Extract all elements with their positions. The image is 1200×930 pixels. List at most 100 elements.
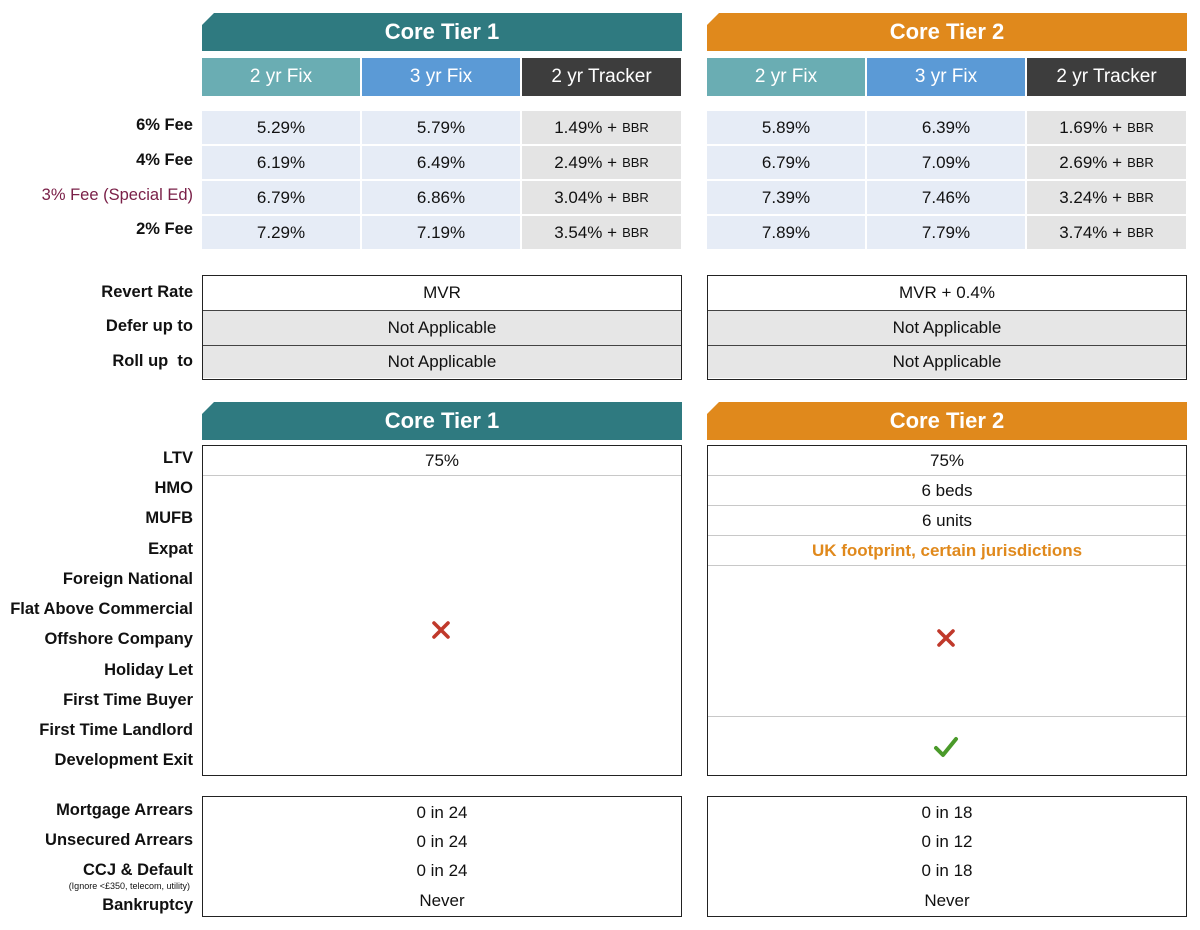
rate-cell-tracker: 2.49% + BBR — [522, 146, 681, 179]
tier1-ltv-value: 75% — [424, 450, 460, 470]
tracker-margin: 2.49% + — [554, 152, 618, 172]
bbr-suffix: BBR — [1127, 155, 1154, 170]
tier1-unsecured-arrears: 0 in 24 — [416, 832, 468, 851]
tier2-criteria-title: Core Tier 2 — [889, 408, 1005, 433]
bbr-suffix: BBR — [1127, 190, 1154, 205]
tier1-credit-box: 0 in 24 0 in 24 0 in 24 Never — [202, 796, 682, 917]
rate-cell: 5.29% — [202, 111, 360, 144]
rate-cell: 7.29% — [202, 216, 360, 249]
criteria-label-expat: Expat — [148, 540, 193, 558]
rate-cell: 6.79% — [707, 146, 865, 179]
divider — [708, 535, 1186, 536]
bbr-suffix: BBR — [1127, 120, 1154, 135]
criteria-label-flat-above-commercial: Flat Above Commercial — [10, 600, 193, 618]
credit-label-ccj-default: CCJ & Default — [82, 861, 193, 879]
tier1-criteria-box: 75% — [202, 445, 682, 776]
tier2-rates-title: Core Tier 2 — [889, 19, 1005, 44]
tracker-margin: 3.04% + — [554, 187, 618, 207]
fee-label-4: 4% Fee — [136, 151, 193, 169]
divider — [203, 310, 681, 311]
rate-cell-tracker: 1.69% + BBR — [1027, 111, 1186, 144]
criteria-label-first-time-buyer: First Time Buyer — [63, 691, 193, 709]
rate-cell: 7.79% — [867, 216, 1025, 249]
tier1-mortgage-arrears: 0 in 24 — [416, 803, 468, 822]
rate-cell: 6.86% — [362, 181, 520, 214]
tier2-ltv-value: 75% — [929, 450, 965, 470]
credit-label-bankruptcy: Bankruptcy — [102, 896, 193, 914]
tier2-ccj-default: 0 in 18 — [921, 861, 973, 880]
tier2-criteria-box: 75% 6 beds 6 units UK footprint, certain… — [707, 445, 1187, 776]
tracker-margin: 2.69% + — [1059, 152, 1123, 172]
divider — [203, 475, 681, 476]
tracker-margin: 3.54% + — [554, 222, 618, 242]
tier2-criteria-banner: Core Tier 2 — [707, 402, 1187, 440]
rate-cell: 6.19% — [202, 146, 360, 179]
tier2-mufb-value: 6 units — [921, 510, 973, 530]
criteria-label-first-time-landlord: First Time Landlord — [39, 721, 193, 739]
fee-label-3-special-ed: 3% Fee (Special Ed) — [41, 186, 193, 204]
rate-cell: 7.89% — [707, 216, 865, 249]
rate-cell-tracker: 3.04% + BBR — [522, 181, 681, 214]
criteria-label-ltv: LTV — [163, 449, 193, 467]
tier1-defer: Not Applicable — [203, 311, 681, 345]
divider — [708, 716, 1186, 717]
rate-cell: 5.79% — [362, 111, 520, 144]
divider — [203, 345, 681, 346]
tracker-margin: 1.69% + — [1059, 117, 1123, 137]
tier1-rates-banner: Core Tier 1 — [202, 13, 682, 51]
rate-cell-tracker: 1.49% + BBR — [522, 111, 681, 144]
tier2-hmo-value: 6 beds — [921, 480, 973, 500]
rate-cell: 7.09% — [867, 146, 1025, 179]
tier1-bankruptcy: Never — [419, 891, 465, 910]
bbr-suffix: BBR — [1127, 225, 1154, 240]
tracker-margin: 1.49% + — [554, 117, 618, 137]
tier2-defer: Not Applicable — [708, 311, 1186, 345]
tier2-unsecured-arrears: 0 in 12 — [921, 832, 973, 851]
criteria-label-mufb: MUFB — [145, 509, 193, 527]
fee-label-2: 2% Fee — [136, 220, 193, 238]
rate-cell: 6.79% — [202, 181, 360, 214]
rate-cell: 7.46% — [867, 181, 1025, 214]
rate-cell: 6.49% — [362, 146, 520, 179]
tier1-criteria-title: Core Tier 1 — [384, 408, 500, 433]
tier2-col-2yr-tracker: 2 yr Tracker — [1027, 58, 1186, 96]
tier1-col-2yr-tracker: 2 yr Tracker — [522, 58, 681, 96]
credit-label-unsecured-arrears: Unsecured Arrears — [45, 831, 193, 849]
tier2-roll-up: Not Applicable — [708, 346, 1186, 378]
fee-label-6: 6% Fee — [136, 116, 193, 134]
terms-label-revert-rate: Revert Rate — [101, 283, 193, 301]
criteria-label-offshore-company: Offshore Company — [44, 630, 193, 648]
rate-cell-tracker: 3.54% + BBR — [522, 216, 681, 249]
credit-label-mortgage-arrears: Mortgage Arrears — [56, 801, 193, 819]
rate-cell: 7.19% — [362, 216, 520, 249]
divider — [708, 565, 1186, 566]
criteria-label-holiday-let: Holiday Let — [104, 661, 193, 679]
tier2-expat-value: UK footprint, certain jurisdictions — [811, 540, 1083, 560]
rate-cell-tracker: 2.69% + BBR — [1027, 146, 1186, 179]
tracker-margin: 3.24% + — [1059, 187, 1123, 207]
check-icon — [932, 734, 960, 760]
cross-icon — [429, 618, 453, 642]
rate-cell: 7.39% — [707, 181, 865, 214]
terms-label-defer: Defer up to — [105, 317, 193, 335]
tier1-col-2yr-fix: 2 yr Fix — [202, 58, 360, 96]
divider — [708, 475, 1186, 476]
tier1-revert-rate: MVR — [423, 283, 461, 302]
tier2-revert-rate: MVR + 0.4% — [899, 283, 995, 302]
bbr-suffix: BBR — [622, 120, 649, 135]
bbr-suffix: BBR — [622, 225, 649, 240]
tier2-col-3yr-fix: 3 yr Fix — [867, 58, 1025, 96]
terms-label-roll-up: Roll up to — [112, 352, 193, 370]
criteria-label-foreign-national: Foreign National — [62, 570, 193, 588]
tracker-margin: 3.74% + — [1059, 222, 1123, 242]
rate-cell: 5.89% — [707, 111, 865, 144]
rate-cell-tracker: 3.74% + BBR — [1027, 216, 1186, 249]
tier2-col-2yr-fix: 2 yr Fix — [707, 58, 865, 96]
tier1-terms-box: MVR Not Applicable Not Applicable — [202, 275, 682, 380]
tier2-credit-box: 0 in 18 0 in 12 0 in 18 Never — [707, 796, 1187, 917]
tier2-terms-box: MVR + 0.4% Not Applicable Not Applicable — [707, 275, 1187, 380]
divider — [708, 345, 1186, 346]
divider — [708, 505, 1186, 506]
criteria-label-development-exit: Development Exit — [54, 751, 193, 769]
tier2-rates-banner: Core Tier 2 — [707, 13, 1187, 51]
